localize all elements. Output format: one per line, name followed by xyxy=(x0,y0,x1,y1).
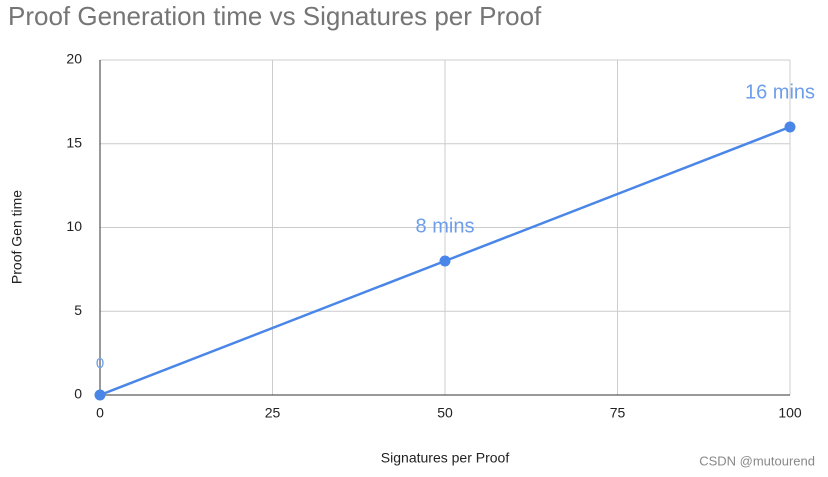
x-axis-label: Signatures per Proof xyxy=(381,450,510,466)
chart-title: Proof Generation time vs Signatures per … xyxy=(8,1,542,31)
watermark: CSDN @mutourend xyxy=(699,453,815,468)
point xyxy=(439,255,451,267)
x-tick-label: 25 xyxy=(265,405,281,421)
point xyxy=(784,121,796,133)
data-label: 8 mins xyxy=(416,215,475,237)
y-tick-label: 10 xyxy=(66,218,82,234)
data-label: 16 mins xyxy=(745,81,815,103)
y-tick-label: 5 xyxy=(74,302,82,318)
x-tick-label: 0 xyxy=(96,405,104,421)
x-tick-label: 50 xyxy=(437,405,453,421)
x-tick-label: 75 xyxy=(610,405,626,421)
y-tick-label: 20 xyxy=(66,51,82,67)
point xyxy=(94,389,106,401)
y-tick-label: 0 xyxy=(74,386,82,402)
y-tick-label: 15 xyxy=(66,134,82,150)
data-label: 0 xyxy=(96,355,104,372)
y-axis-label: Proof Gen time xyxy=(9,190,25,284)
x-tick-label: 100 xyxy=(778,405,802,421)
